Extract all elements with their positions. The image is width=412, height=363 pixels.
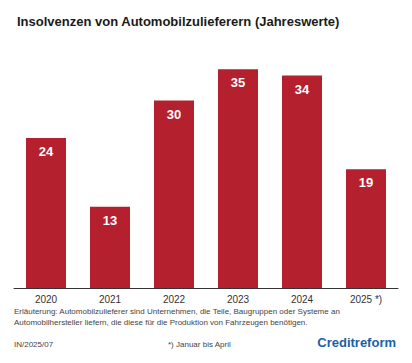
svg-text:34: 34: [295, 82, 310, 97]
svg-text:13: 13: [103, 213, 117, 228]
svg-text:2023: 2023: [227, 294, 250, 305]
svg-text:Insolvenzen von Automobilzulie: Insolvenzen von Automobilzulieferern (Ja…: [17, 14, 339, 29]
svg-text:Creditreform: Creditreform: [317, 335, 396, 350]
svg-text:24: 24: [39, 144, 54, 159]
svg-text:Erläuterung: Automobilzuliefer: Erläuterung: Automobilzulieferer sind Un…: [14, 307, 342, 316]
svg-text:2021: 2021: [99, 294, 122, 305]
svg-text:35: 35: [231, 75, 245, 90]
svg-text:2024: 2024: [291, 294, 314, 305]
svg-text:19: 19: [359, 175, 373, 190]
svg-text:2022: 2022: [163, 294, 186, 305]
svg-text:*) Januar bis April: *) Januar bis April: [168, 340, 231, 349]
svg-text:Automobilhersteller liefern, d: Automobilhersteller liefern, die diese f…: [14, 318, 308, 327]
svg-text:2020: 2020: [35, 294, 58, 305]
svg-text:IN/2025/07: IN/2025/07: [14, 340, 54, 349]
svg-text:30: 30: [167, 107, 181, 122]
svg-text:2025 *): 2025 *): [350, 294, 382, 305]
